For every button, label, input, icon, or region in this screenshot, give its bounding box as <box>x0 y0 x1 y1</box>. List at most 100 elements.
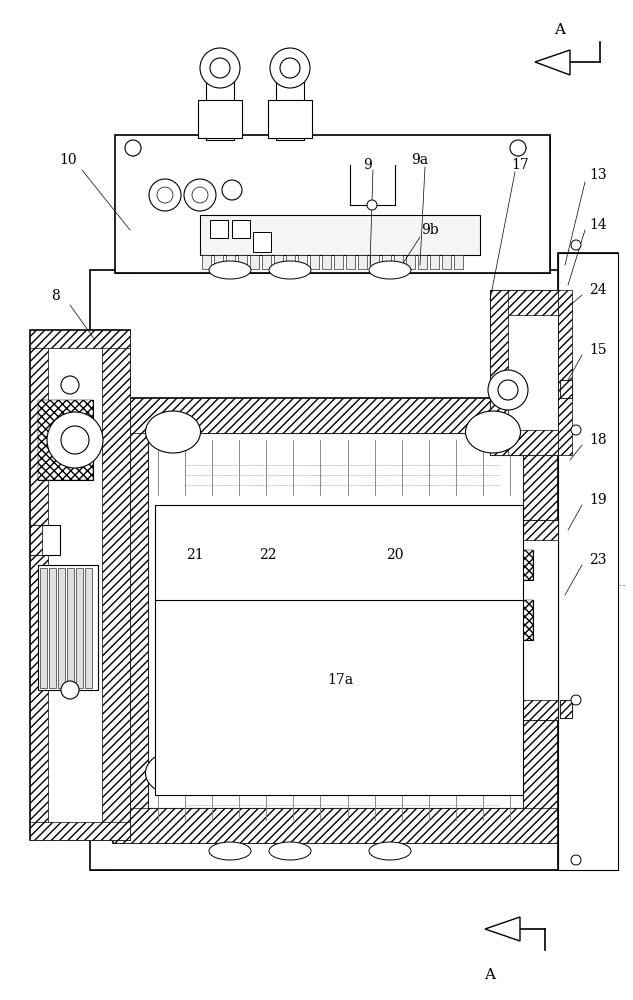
Bar <box>274 255 283 269</box>
Bar <box>38 400 93 480</box>
Bar <box>358 255 367 269</box>
Circle shape <box>270 48 310 88</box>
Ellipse shape <box>465 411 520 453</box>
Text: 9: 9 <box>363 158 372 172</box>
Circle shape <box>502 582 518 598</box>
Bar <box>490 520 508 720</box>
Bar <box>67 568 74 688</box>
Circle shape <box>571 855 581 865</box>
Ellipse shape <box>146 411 201 453</box>
Bar <box>202 255 211 269</box>
Bar <box>90 848 580 870</box>
Bar <box>490 520 558 720</box>
Bar <box>214 255 223 269</box>
Bar <box>262 255 271 269</box>
Text: 15: 15 <box>589 343 607 357</box>
Ellipse shape <box>269 842 311 860</box>
Bar <box>90 270 580 870</box>
Bar <box>560 700 572 718</box>
Circle shape <box>210 58 230 78</box>
Bar <box>276 55 304 140</box>
Bar <box>558 253 572 870</box>
Bar <box>198 100 242 138</box>
Bar <box>115 135 550 153</box>
Text: A: A <box>484 968 496 982</box>
Bar <box>148 433 523 808</box>
Text: 20: 20 <box>386 548 404 562</box>
Circle shape <box>280 58 300 78</box>
Text: 14: 14 <box>589 218 607 232</box>
Circle shape <box>125 140 141 156</box>
Circle shape <box>502 652 518 668</box>
Text: A: A <box>555 23 565 37</box>
Circle shape <box>61 426 89 454</box>
Bar <box>558 253 618 271</box>
Bar <box>558 270 580 870</box>
Text: 8: 8 <box>51 289 60 303</box>
Bar <box>40 568 47 688</box>
Bar <box>490 520 558 540</box>
Circle shape <box>157 187 173 203</box>
Bar <box>85 568 92 688</box>
Bar <box>394 255 403 269</box>
Bar <box>268 100 312 138</box>
Circle shape <box>571 425 581 435</box>
Text: 19: 19 <box>589 493 607 507</box>
Bar <box>346 255 355 269</box>
Text: 17a: 17a <box>327 673 353 687</box>
Bar <box>560 380 572 398</box>
Bar <box>310 255 319 269</box>
Bar <box>30 330 130 348</box>
Text: 24: 24 <box>589 283 607 297</box>
Bar <box>226 255 235 269</box>
Bar <box>558 253 618 870</box>
Bar <box>430 255 439 269</box>
Circle shape <box>510 140 526 156</box>
Text: 21: 21 <box>186 548 204 562</box>
Bar <box>30 330 48 840</box>
Bar <box>155 505 523 795</box>
Circle shape <box>571 695 581 705</box>
Ellipse shape <box>209 261 251 279</box>
Bar <box>58 568 65 688</box>
Bar <box>406 255 415 269</box>
Bar <box>560 700 572 718</box>
Bar <box>490 700 558 720</box>
Bar <box>76 568 83 688</box>
Ellipse shape <box>269 261 311 279</box>
Bar <box>30 525 60 555</box>
Bar <box>532 135 550 273</box>
Bar <box>286 255 295 269</box>
Circle shape <box>61 681 79 699</box>
Bar <box>253 232 271 252</box>
Bar <box>493 600 533 640</box>
Bar <box>490 290 558 315</box>
Bar <box>558 253 618 870</box>
Bar <box>30 525 42 555</box>
Circle shape <box>47 412 103 468</box>
Bar <box>493 550 533 580</box>
Bar <box>30 822 130 840</box>
Text: 10: 10 <box>60 153 77 167</box>
Bar <box>493 600 533 640</box>
Text: 9b: 9b <box>421 223 439 237</box>
Text: 23: 23 <box>589 553 607 567</box>
Text: 22: 22 <box>260 548 277 562</box>
Bar <box>334 255 343 269</box>
Bar <box>90 270 580 292</box>
Bar <box>418 255 427 269</box>
Bar <box>558 852 618 870</box>
Bar <box>490 290 558 455</box>
Bar <box>523 398 558 843</box>
Circle shape <box>184 179 216 211</box>
Circle shape <box>149 179 181 211</box>
Circle shape <box>367 200 377 210</box>
Bar <box>210 220 228 238</box>
Bar <box>200 215 480 255</box>
Bar <box>250 255 259 269</box>
Bar <box>493 550 533 580</box>
Bar <box>382 255 391 269</box>
Bar <box>370 255 379 269</box>
Text: 17: 17 <box>511 158 529 172</box>
Bar <box>560 380 572 398</box>
